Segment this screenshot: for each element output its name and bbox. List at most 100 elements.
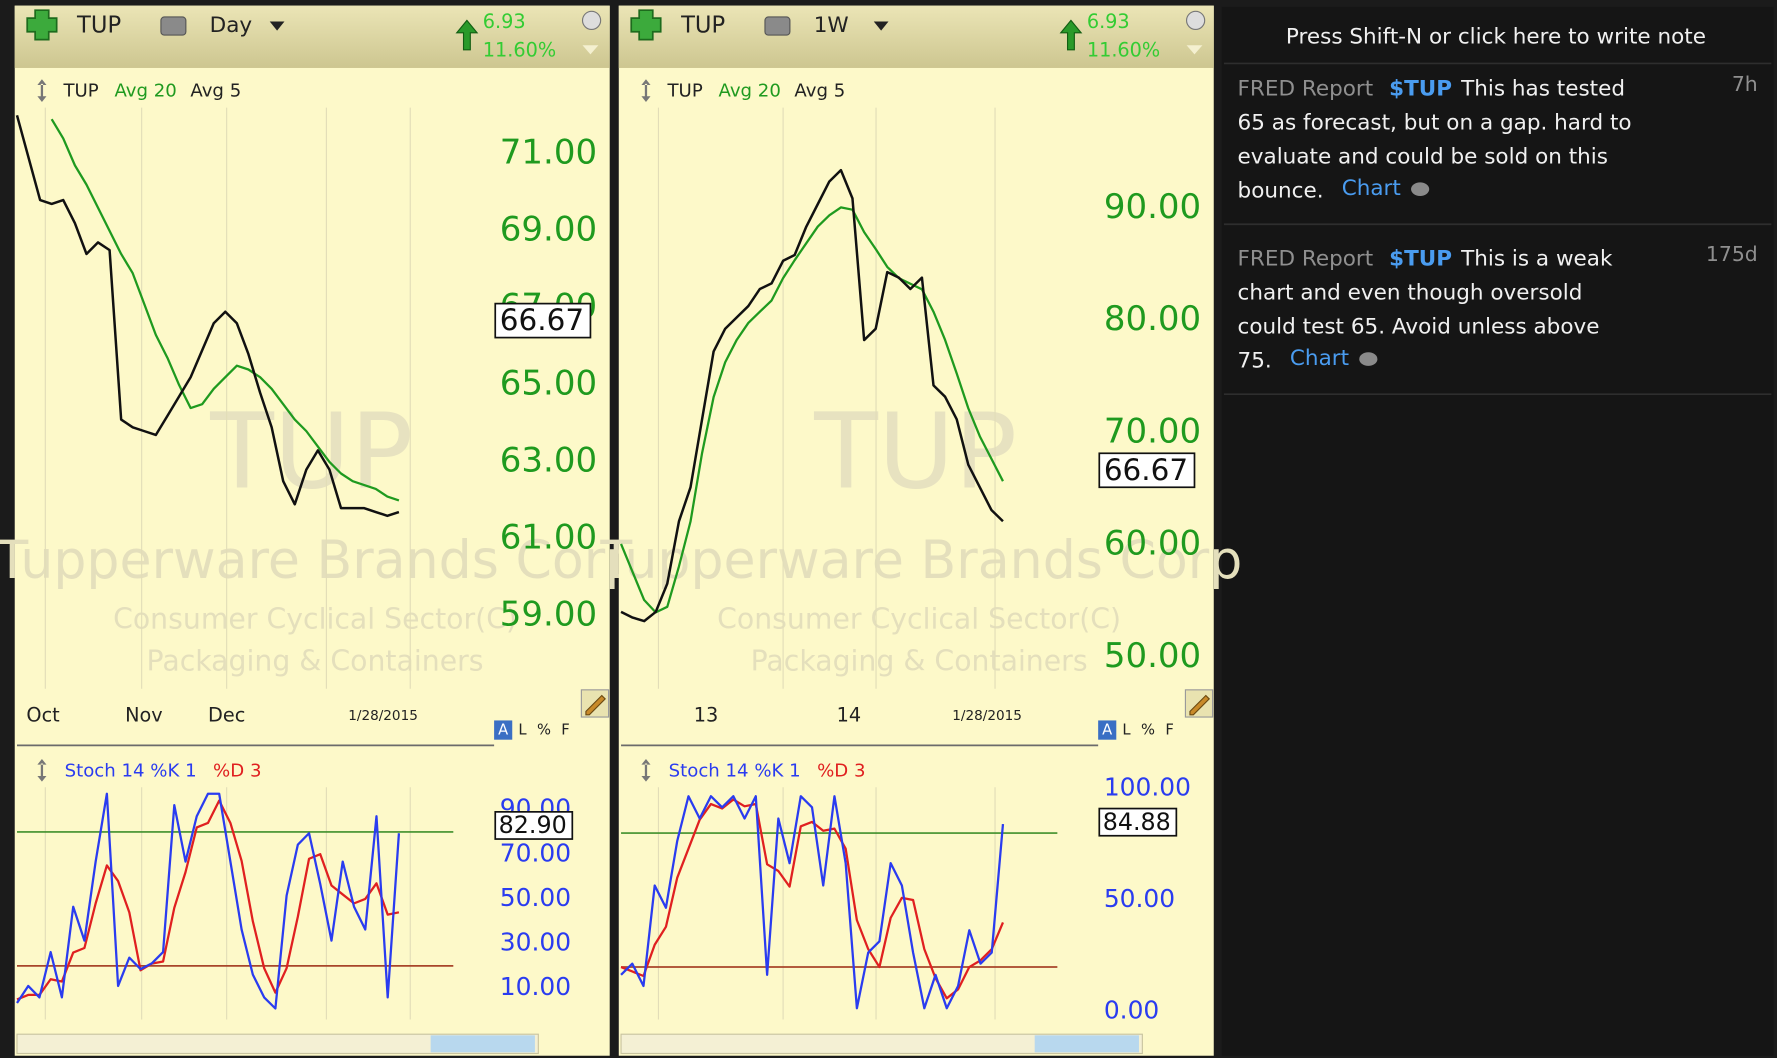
period-dropdown[interactable]	[269, 21, 285, 31]
note-symbol[interactable]: $TUP	[1389, 76, 1452, 101]
change-percent: 11.60%	[1087, 38, 1160, 61]
note-prompt[interactable]: Press Shift-N or click here to write not…	[1286, 24, 1706, 49]
note-chart-link[interactable]: Chart	[1290, 346, 1349, 371]
price-axis-label: 63.00	[500, 440, 597, 480]
scale-button-active[interactable]	[494, 720, 513, 740]
panel-background	[618, 5, 1214, 1056]
period[interactable]: Day	[210, 13, 253, 38]
add-button[interactable]	[630, 9, 662, 41]
scale-button[interactable]: A	[1102, 722, 1112, 739]
legend-entry: Avg 20	[114, 81, 176, 102]
watermark-industry: Packaging & Containers	[147, 645, 484, 678]
price-axis-label: 80.00	[1104, 299, 1201, 339]
x-axis-label: 1/28/2015	[952, 708, 1022, 724]
last-price-label: 66.67	[500, 303, 584, 337]
stoch-axis-label: 100.00	[1104, 772, 1191, 801]
scale-button[interactable]: F	[561, 722, 569, 739]
series-line	[620, 168, 1004, 623]
panel-header	[14, 5, 610, 68]
last-stoch-label: 82.90	[499, 811, 567, 839]
last-price-label: 66.67	[1104, 453, 1188, 487]
panel-header	[618, 5, 1214, 68]
stoch-axis-label: 0.00	[1104, 996, 1159, 1025]
stoch-d-label: %D 3	[213, 760, 261, 781]
note-text: This has tested	[1460, 76, 1625, 101]
price-axis-label: 59.00	[500, 595, 597, 635]
price-axis-label: 60.00	[1104, 524, 1201, 564]
change: 6.93	[483, 10, 526, 33]
x-axis-label: Dec	[208, 703, 245, 726]
stoch-axis-label: 10.00	[500, 972, 571, 1001]
print-button[interactable]	[764, 16, 791, 36]
x-axis-label: 13	[694, 703, 719, 726]
comment-icon[interactable]	[1411, 182, 1430, 196]
legend-entry: Avg 5	[794, 81, 845, 102]
menu-arrow[interactable]	[1186, 45, 1203, 55]
x-axis-label: 1/28/2015	[348, 708, 418, 724]
last-price-box	[1098, 452, 1196, 489]
note-text: could test 65. Avoid unless above	[1238, 314, 1600, 339]
x-axis-label: 14	[837, 703, 862, 726]
last-stoch-box	[494, 811, 574, 840]
panel-background	[14, 5, 610, 1056]
scale-button[interactable]: L	[518, 722, 527, 739]
stoch-axis-label: 70.00	[500, 838, 571, 867]
comment-icon[interactable]	[1359, 352, 1378, 366]
series-line	[50, 118, 400, 502]
up-arrow	[455, 19, 479, 51]
watermark-industry: Packaging & Containers	[751, 645, 1088, 678]
settings-icon[interactable]	[1185, 10, 1206, 31]
scrollbar-thumb[interactable]	[430, 1035, 535, 1053]
price-axis-label: 70.00	[1104, 411, 1201, 451]
scale-button-active[interactable]	[1098, 720, 1117, 740]
legend-icon[interactable]	[37, 758, 47, 782]
scrollbar-track[interactable]	[16, 1033, 539, 1055]
scale-button[interactable]: %	[1141, 722, 1155, 739]
scale-button[interactable]: %	[537, 722, 551, 739]
legend-icon[interactable]	[641, 79, 651, 102]
legend-entry: Avg 20	[719, 81, 781, 102]
legend-icon[interactable]	[641, 758, 651, 782]
note-chart-link[interactable]: Chart	[1342, 176, 1401, 201]
symbol[interactable]: TUP	[76, 13, 121, 39]
note-symbol[interactable]: $TUP	[1389, 246, 1452, 271]
pencil-icon	[585, 694, 606, 716]
x-axis-label: Oct	[26, 703, 60, 726]
add-button[interactable]	[26, 9, 58, 41]
watermark-sector: Consumer Cyclical Sector(C)	[113, 603, 517, 636]
legend-entry: Avg 5	[190, 81, 241, 102]
settings-icon[interactable]	[581, 10, 602, 31]
print-button[interactable]	[160, 16, 187, 36]
legend-symbol: TUP	[667, 81, 703, 102]
series-line	[16, 792, 401, 1010]
chart-panel: TUP Day 6.93 11.60% TUP Tupperware Brands Cor…	[0, 5, 638, 1056]
legend-icon[interactable]	[37, 79, 47, 102]
note-text: 75.	[1238, 348, 1272, 373]
note-text: evaluate and could be sold on this	[1238, 144, 1608, 169]
series-line	[619, 206, 1004, 614]
period-dropdown[interactable]	[873, 21, 889, 31]
note-source: FRED Report	[1238, 76, 1374, 101]
scrollbar-track[interactable]	[620, 1033, 1143, 1055]
menu-arrow[interactable]	[582, 45, 599, 55]
stoch-d-label: %D 3	[817, 760, 865, 781]
scale-button[interactable]: L	[1122, 722, 1131, 739]
symbol[interactable]: TUP	[680, 13, 725, 39]
last-price-box	[494, 302, 592, 339]
note-source: FRED Report	[1238, 246, 1374, 271]
watermark-company: Tupperware Brands Corp	[599, 531, 1242, 591]
notes-panel	[1221, 6, 1774, 1056]
scrollbar-thumb[interactable]	[1034, 1035, 1139, 1053]
last-stoch-box	[1098, 807, 1178, 837]
stoch-title: Stoch 14 %K 1	[65, 760, 197, 781]
last-stoch-label: 84.88	[1103, 808, 1171, 836]
price-axis-label: 65.00	[500, 363, 597, 403]
scale-button[interactable]: A	[498, 722, 508, 739]
pencil-icon	[1189, 694, 1211, 716]
price-axis-label: 69.00	[500, 209, 597, 249]
note-age: 7h	[1732, 72, 1758, 96]
period[interactable]: 1W	[814, 13, 849, 38]
scale-button[interactable]: F	[1165, 722, 1173, 739]
price-axis-label: 61.00	[500, 517, 597, 557]
